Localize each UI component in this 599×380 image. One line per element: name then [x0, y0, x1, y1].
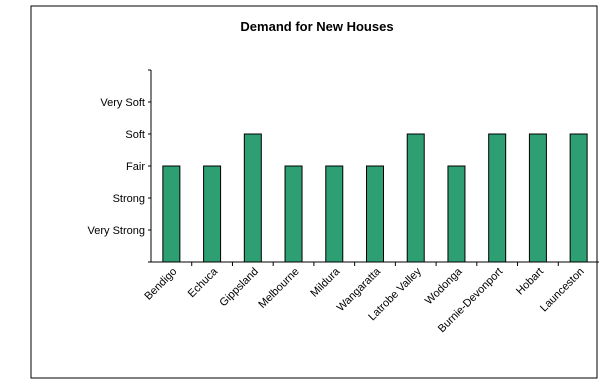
chart-title: Demand for New Houses: [240, 19, 393, 34]
bar: [488, 133, 507, 263]
bar: [284, 165, 303, 263]
y-tick-label: Very Soft: [100, 97, 145, 109]
chart-area-border: [30, 5, 598, 379]
y-tick-label: Soft: [125, 129, 145, 141]
bar: [203, 165, 222, 263]
bar: [162, 165, 181, 263]
bar: [325, 165, 344, 263]
bar: [447, 165, 466, 263]
bar: [406, 133, 425, 263]
y-tick-label: Fair: [126, 161, 145, 173]
bar: [366, 165, 384, 263]
y-tick-label: Strong: [113, 193, 145, 205]
bar: [243, 133, 262, 263]
y-tick-label: Very Strong: [88, 225, 145, 237]
bar: [569, 133, 588, 263]
bar: [528, 133, 547, 263]
